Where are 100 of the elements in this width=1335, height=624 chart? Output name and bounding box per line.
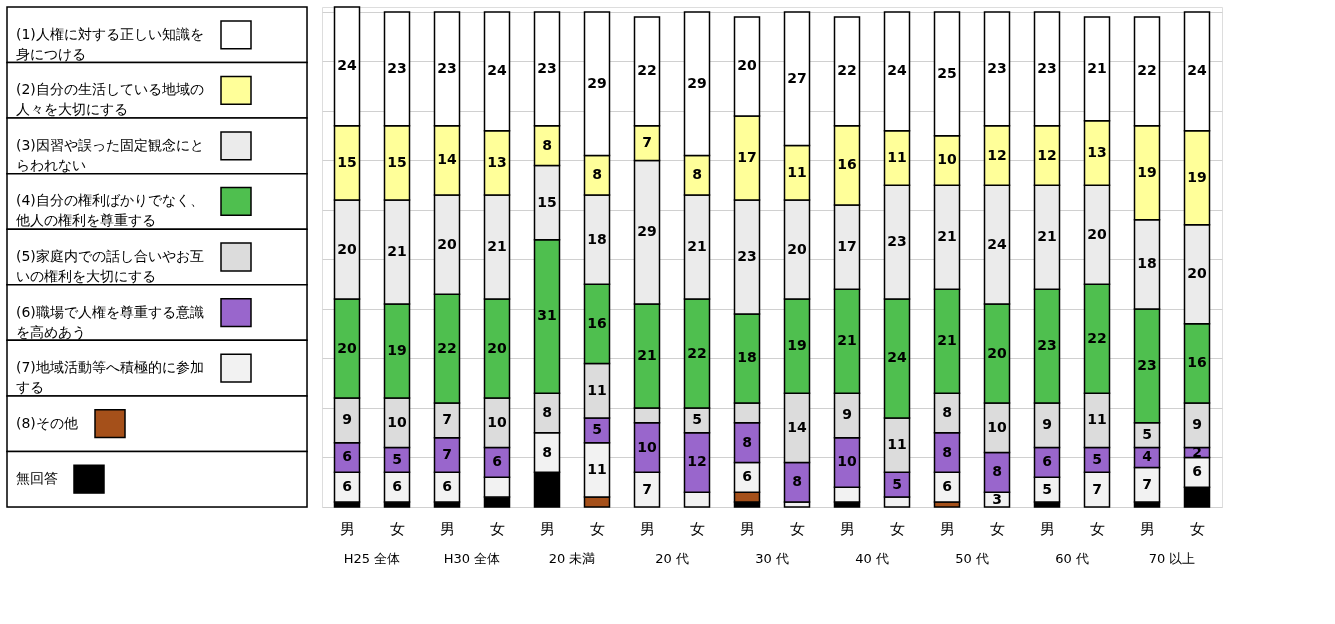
data-label: 5 — [592, 421, 602, 438]
x-tick-label: 男 — [1139, 519, 1155, 538]
data-label: 20 — [487, 339, 507, 356]
data-label: 5 — [892, 475, 902, 492]
data-label: 23 — [987, 59, 1007, 76]
x-tick-label: 男 — [439, 519, 455, 538]
data-label: 23 — [1137, 356, 1157, 373]
legend-label: (7)地域活動等へ積極的に参加する — [16, 359, 204, 396]
data-label: 23 — [437, 59, 457, 76]
data-label: 8 — [942, 443, 952, 460]
data-label: 9 — [1192, 416, 1202, 433]
x-tick-label: 女 — [589, 519, 605, 538]
data-label: 5 — [1042, 480, 1052, 497]
legend-label: (1)人権に対する正しい知識を身につける — [16, 25, 204, 62]
data-label: 12 — [687, 453, 707, 470]
data-label: 8 — [692, 166, 702, 183]
data-label: 10 — [837, 453, 857, 470]
data-label: 20 — [337, 339, 357, 356]
x-tick-label: 女 — [789, 519, 805, 538]
x-tick-label: 男 — [939, 519, 955, 538]
x-tick-label: 男 — [1039, 519, 1055, 538]
data-label: 14 — [787, 418, 807, 435]
data-label: 11 — [887, 148, 907, 165]
data-label: 18 — [587, 230, 607, 247]
data-label: 21 — [387, 243, 407, 260]
text: 40 代 — [855, 551, 889, 566]
data-label: 10 — [937, 151, 957, 168]
text: 70 以上 — [1148, 551, 1196, 566]
text: 50 代 — [955, 551, 989, 566]
data-label: 16 — [837, 156, 857, 173]
data-label: 20 — [987, 344, 1007, 361]
text: H25 全体 — [343, 551, 401, 566]
text: 30 代 — [755, 551, 789, 566]
data-label: 15 — [387, 153, 407, 170]
data-label: 20 — [437, 235, 457, 252]
data-label: 6 — [342, 448, 352, 465]
data-label: 9 — [1042, 416, 1052, 433]
legend-label: 無回答 — [16, 470, 58, 487]
legend-label: (4)自分の権利ばかりでなく、他人の権利を尊重する — [16, 192, 204, 229]
data-label: 4 — [1142, 448, 1153, 465]
data-label: 17 — [837, 238, 857, 255]
data-label: 21 — [937, 332, 957, 349]
x-tick-label: 女 — [889, 519, 905, 538]
text: 20 代 — [655, 551, 689, 566]
data-label: 15 — [337, 153, 357, 170]
legend-label: (2)自分の生活している地域の人々を大切にする — [16, 81, 204, 118]
data-label: 24 — [1187, 62, 1207, 79]
data-label: 20 — [787, 240, 807, 257]
data-label: 10 — [387, 413, 407, 430]
data-label: 11 — [887, 436, 907, 453]
data-label: 20 — [1087, 225, 1107, 242]
data-label: 24 — [887, 349, 907, 366]
data-label: 23 — [537, 59, 557, 76]
data-label: 20 — [337, 240, 357, 257]
data-label: 24 — [487, 62, 507, 79]
data-label: 6 — [742, 468, 752, 485]
data-label: 18 — [737, 349, 757, 366]
data-label: 10 — [637, 438, 657, 455]
data-label: 23 — [1037, 59, 1057, 76]
data-label: 7 — [1092, 480, 1102, 497]
data-label: 19 — [787, 337, 807, 354]
data-label: 18 — [1137, 255, 1157, 272]
data-label: 23 — [887, 233, 907, 250]
data-label: 22 — [637, 62, 657, 79]
data-label: 8 — [942, 403, 952, 420]
data-label: 29 — [687, 74, 707, 91]
legend-label: (5)家庭内での話し合いやお互いの権利を大切にする — [16, 248, 204, 284]
x-tick-label: 女 — [989, 519, 1005, 538]
data-label: 31 — [537, 307, 557, 324]
data-label: 13 — [1087, 144, 1107, 161]
data-label: 22 — [687, 344, 707, 361]
data-label: 29 — [587, 74, 607, 91]
data-label: 9 — [342, 411, 352, 428]
data-label: 22 — [1137, 62, 1157, 79]
text: 20 未満 — [548, 551, 596, 566]
data-label: 22 — [1087, 329, 1107, 346]
data-label: 8 — [792, 473, 802, 490]
x-tick-label: 男 — [539, 519, 555, 538]
data-label: 21 — [1087, 59, 1107, 76]
data-label: 23 — [1037, 337, 1057, 354]
x-tick-label: 女 — [689, 519, 705, 538]
data-label: 6 — [1042, 453, 1052, 470]
data-label: 6 — [392, 478, 402, 495]
data-label: 23 — [737, 248, 757, 264]
data-label: 19 — [1187, 168, 1207, 185]
data-label: 21 — [837, 332, 857, 349]
data-label: 12 — [1037, 146, 1057, 163]
data-label: 5 — [1142, 426, 1152, 443]
data-label: 11 — [587, 381, 607, 398]
x-tick-label: 男 — [339, 519, 355, 538]
data-label: 10 — [987, 418, 1007, 435]
data-label: 17 — [737, 148, 757, 165]
x-tick-label: 女 — [1089, 519, 1105, 538]
data-label: 29 — [637, 223, 657, 240]
data-label: 5 — [392, 450, 402, 467]
data-label: 3 — [992, 490, 1002, 507]
data-label: 21 — [1037, 228, 1057, 245]
data-label: 6 — [1192, 463, 1202, 480]
x-tick-label: 男 — [639, 519, 655, 538]
x-tick-label: 女 — [489, 519, 505, 538]
